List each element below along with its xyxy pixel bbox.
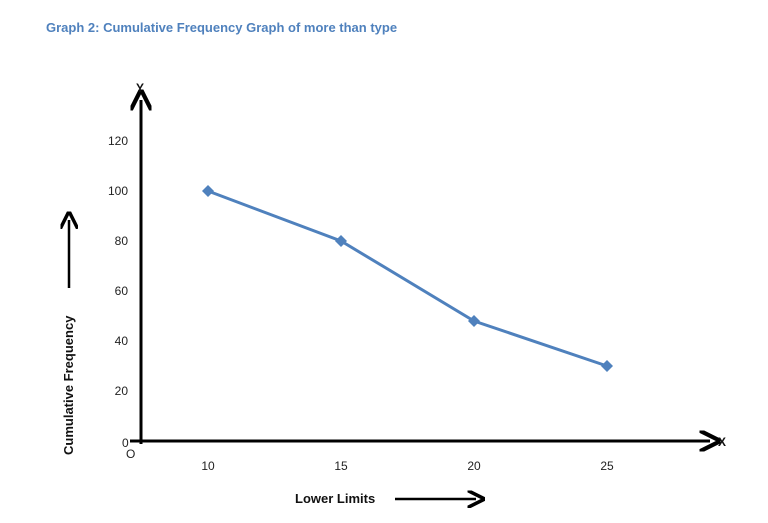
data-point xyxy=(335,235,347,247)
data-point xyxy=(468,315,480,327)
series-layer xyxy=(202,185,613,372)
y-axis-letter: Y xyxy=(136,81,144,95)
data-point xyxy=(601,360,613,372)
origin-label: O xyxy=(126,447,135,461)
origin-tick-label: 0 xyxy=(122,436,129,450)
x-axis-title: Lower Limits xyxy=(295,491,375,506)
y-tick-label: 20 xyxy=(115,384,129,398)
y-tick-label: 120 xyxy=(108,134,128,148)
x-tick-label: 20 xyxy=(467,459,481,473)
y-tick-label: 80 xyxy=(115,234,129,248)
series-line xyxy=(207,189,608,368)
x-tick-label: 10 xyxy=(201,459,215,473)
tick-layer: 20 40 60 80 100 120 10 15 20 25 xyxy=(108,134,614,473)
x-tick-label: 25 xyxy=(600,459,614,473)
y-tick-label: 40 xyxy=(115,334,129,348)
x-axis-letter: X xyxy=(718,435,726,449)
data-point xyxy=(202,185,214,197)
y-tick-label: 60 xyxy=(115,284,129,298)
y-axis-title: Cumulative Frequency xyxy=(61,315,76,455)
y-tick-label: 100 xyxy=(108,184,128,198)
x-tick-label: 15 xyxy=(334,459,348,473)
chart-title: Graph 2: Cumulative Frequency Graph of m… xyxy=(46,20,398,35)
